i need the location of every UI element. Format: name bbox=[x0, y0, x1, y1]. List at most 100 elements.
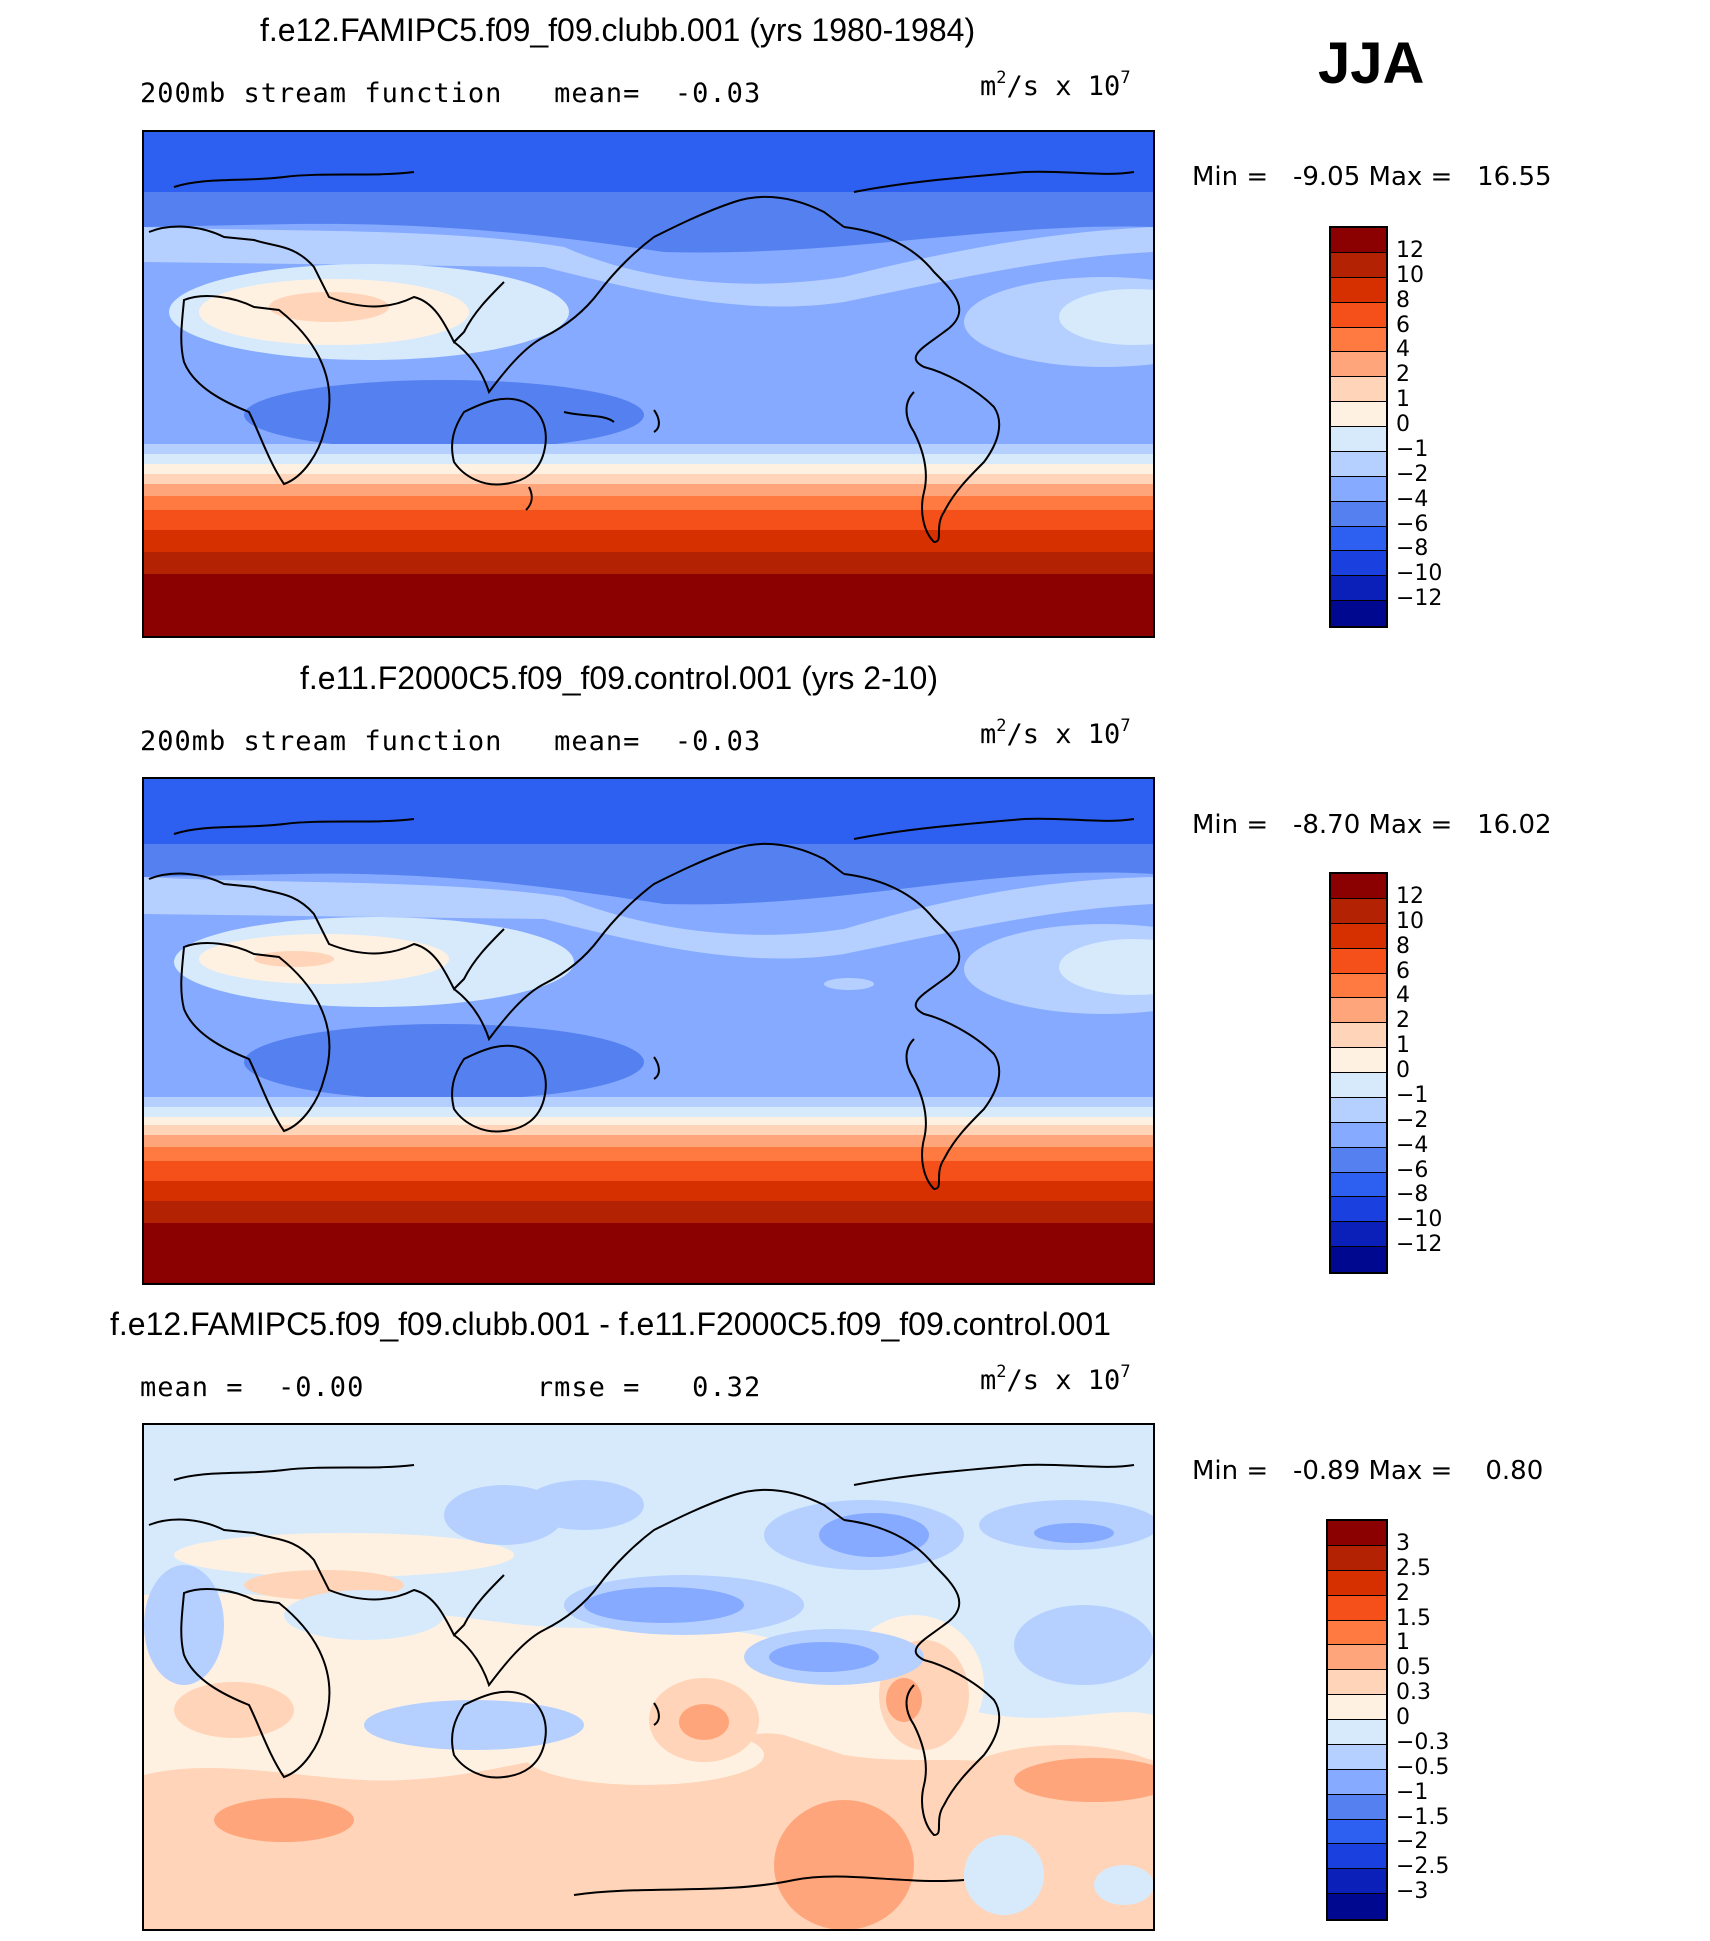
colorbar-tick-label: −1 bbox=[1396, 436, 1429, 462]
colorbar-swatch bbox=[1328, 1844, 1386, 1870]
colorbar-swatch bbox=[1331, 228, 1386, 253]
colorbar-swatch bbox=[1331, 352, 1386, 378]
colorbar-tick-label: −2.5 bbox=[1396, 1854, 1450, 1880]
colorbar-tick-label: 4 bbox=[1396, 983, 1410, 1009]
panel-3-units: m2/s x 107 bbox=[980, 1362, 1131, 1396]
colorbar-swatch bbox=[1331, 998, 1386, 1024]
colorbar-swatch bbox=[1328, 1744, 1386, 1770]
colorbar-swatch bbox=[1328, 1545, 1386, 1571]
colorbar-tick-label: 8 bbox=[1396, 933, 1410, 959]
colorbar-tick-label: 1 bbox=[1396, 1630, 1410, 1656]
colorbar-swatch bbox=[1331, 1073, 1386, 1098]
colorbar-tick-label: 6 bbox=[1396, 958, 1410, 984]
colorbar-swatch bbox=[1328, 1620, 1386, 1646]
colorbar-tick-label: −12 bbox=[1396, 1232, 1443, 1258]
panel-2-subtitle: 200mb stream function mean= -0.03 bbox=[140, 726, 762, 757]
colorbar-swatch bbox=[1328, 1794, 1386, 1820]
colorbar-tick-label: −1.5 bbox=[1396, 1804, 1450, 1830]
colorbar-tick-label: −0.3 bbox=[1396, 1729, 1450, 1755]
colorbar-tick-label: −8 bbox=[1396, 536, 1429, 562]
panel-1-minmax: Min = -9.05 Max = 16.55 bbox=[1192, 162, 1552, 192]
colorbar-swatch bbox=[1328, 1819, 1386, 1845]
colorbar-tick-label: 2 bbox=[1396, 1580, 1410, 1606]
panel-3-minmax: Min = -0.89 Max = 0.80 bbox=[1192, 1456, 1544, 1486]
panel-1-units: m2/s x 107 bbox=[980, 68, 1131, 102]
colorbar-tick-label: 6 bbox=[1396, 312, 1410, 338]
panel-1-coastlines bbox=[148, 170, 1135, 544]
colorbar-tick-label: −4 bbox=[1396, 486, 1429, 512]
colorbar-swatch bbox=[1328, 1869, 1386, 1895]
panel-2-coastlines bbox=[148, 817, 1135, 1191]
panel-3-colorbar bbox=[1326, 1519, 1388, 1921]
colorbar-swatch bbox=[1328, 1521, 1386, 1546]
colorbar-tick-label: −1 bbox=[1396, 1779, 1429, 1805]
colorbar-swatch bbox=[1331, 526, 1386, 552]
colorbar-tick-label: 0 bbox=[1396, 1058, 1410, 1083]
colorbar-swatch bbox=[1331, 1222, 1386, 1248]
colorbar-swatch bbox=[1331, 948, 1386, 974]
panel-1-title: f.e12.FAMIPC5.f09_f09.clubb.001 (yrs 198… bbox=[260, 12, 976, 48]
panel-2-map bbox=[142, 777, 1155, 1285]
panel-2-title: f.e11.F2000C5.f09_f09.control.001 (yrs 2… bbox=[300, 660, 938, 696]
colorbar-tick-label: 1 bbox=[1396, 387, 1410, 413]
colorbar-swatch bbox=[1331, 551, 1386, 577]
colorbar-tick-label: 10 bbox=[1396, 262, 1424, 288]
colorbar-tick-label: 0 bbox=[1396, 412, 1410, 437]
colorbar-tick-label: −10 bbox=[1396, 561, 1443, 587]
colorbar-tick-label: 8 bbox=[1396, 287, 1410, 313]
colorbar-swatch bbox=[1331, 277, 1386, 303]
panel-3-field bbox=[144, 1425, 1153, 1929]
colorbar-swatch bbox=[1331, 874, 1386, 899]
colorbar-swatch bbox=[1328, 1595, 1386, 1621]
colorbar-swatch bbox=[1331, 576, 1386, 602]
colorbar-tick-label: 0.5 bbox=[1396, 1655, 1431, 1681]
colorbar-swatch bbox=[1331, 1147, 1386, 1173]
panel-2-minmax: Min = -8.70 Max = 16.02 bbox=[1192, 810, 1552, 840]
colorbar-swatch bbox=[1328, 1645, 1386, 1671]
colorbar-swatch bbox=[1331, 923, 1386, 949]
colorbar-tick-label: −12 bbox=[1396, 586, 1443, 612]
colorbar-tick-label: 0.3 bbox=[1396, 1680, 1431, 1706]
colorbar-tick-label: −1 bbox=[1396, 1082, 1429, 1108]
panel-1-colorbar bbox=[1329, 226, 1388, 628]
colorbar-swatch bbox=[1328, 1570, 1386, 1596]
panel-1-subtitle: 200mb stream function mean= -0.03 bbox=[140, 78, 762, 109]
colorbar-tick-label: −0.5 bbox=[1396, 1754, 1450, 1780]
colorbar-swatch bbox=[1331, 1172, 1386, 1198]
colorbar-tick-label: −2 bbox=[1396, 1107, 1429, 1133]
colorbar-swatch bbox=[1328, 1894, 1386, 1919]
panel-1-field bbox=[144, 132, 1153, 636]
colorbar-swatch bbox=[1331, 1197, 1386, 1223]
colorbar-swatch bbox=[1331, 476, 1386, 502]
colorbar-tick-label: 10 bbox=[1396, 908, 1424, 934]
panel-2-colorbar bbox=[1329, 872, 1388, 1274]
colorbar-swatch bbox=[1331, 427, 1386, 452]
colorbar-tick-label: 12 bbox=[1396, 883, 1424, 909]
colorbar-tick-label: 4 bbox=[1396, 337, 1410, 363]
colorbar-swatch bbox=[1331, 1048, 1386, 1073]
colorbar-swatch bbox=[1331, 377, 1386, 403]
colorbar-swatch bbox=[1331, 1023, 1386, 1049]
panel-3-coastlines bbox=[148, 1463, 1135, 1896]
season-label: JJA bbox=[1318, 31, 1425, 96]
colorbar-tick-label: 2 bbox=[1396, 1008, 1410, 1034]
colorbar-swatch bbox=[1331, 1097, 1386, 1123]
colorbar-swatch bbox=[1328, 1695, 1386, 1720]
colorbar-swatch bbox=[1331, 327, 1386, 353]
colorbar-tick-label: 2 bbox=[1396, 362, 1410, 388]
panel-1-map bbox=[142, 130, 1155, 638]
panel-3-title: f.e12.FAMIPC5.f09_f09.clubb.001 - f.e11.… bbox=[110, 1306, 1111, 1342]
colorbar-tick-label: −4 bbox=[1396, 1132, 1429, 1158]
colorbar-tick-label: −3 bbox=[1396, 1879, 1429, 1905]
colorbar-swatch bbox=[1331, 302, 1386, 328]
colorbar-tick-label: 0 bbox=[1396, 1705, 1410, 1730]
panel-2-field bbox=[144, 779, 1153, 1283]
colorbar-tick-label: 2.5 bbox=[1396, 1555, 1431, 1581]
colorbar-swatch bbox=[1331, 252, 1386, 278]
colorbar-swatch bbox=[1331, 973, 1386, 999]
colorbar-swatch bbox=[1331, 402, 1386, 427]
colorbar-tick-label: −6 bbox=[1396, 1157, 1429, 1183]
panel-2-units: m2/s x 107 bbox=[980, 716, 1131, 750]
colorbar-swatch bbox=[1331, 898, 1386, 924]
colorbar-tick-label: −2 bbox=[1396, 461, 1429, 487]
